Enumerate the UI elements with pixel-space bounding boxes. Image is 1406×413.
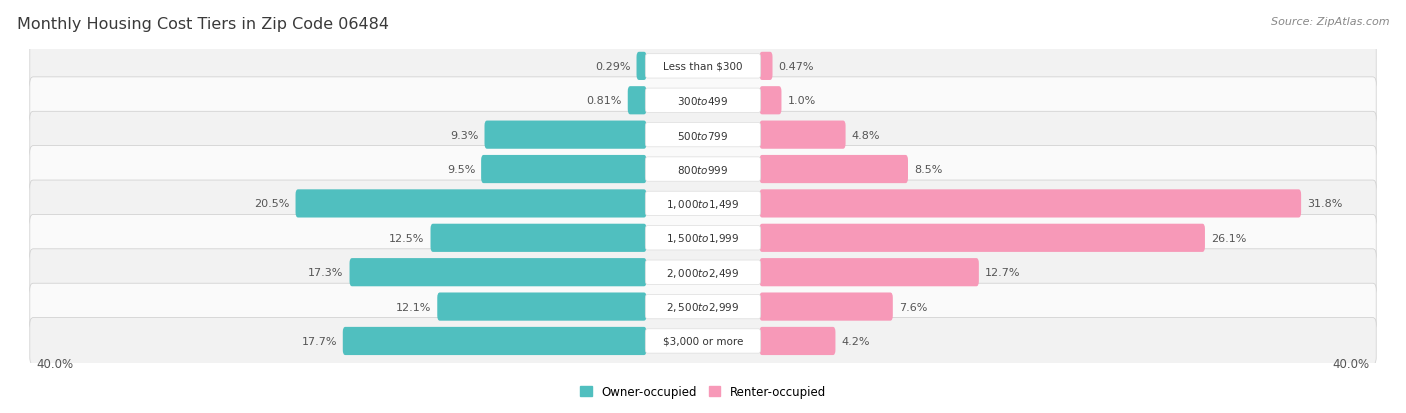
Text: 40.0%: 40.0% bbox=[1333, 357, 1369, 370]
FancyBboxPatch shape bbox=[430, 224, 647, 252]
Text: $3,000 or more: $3,000 or more bbox=[662, 336, 744, 346]
FancyBboxPatch shape bbox=[759, 87, 782, 115]
FancyBboxPatch shape bbox=[759, 259, 979, 287]
Text: $2,000 to $2,499: $2,000 to $2,499 bbox=[666, 266, 740, 279]
FancyBboxPatch shape bbox=[637, 52, 647, 81]
FancyBboxPatch shape bbox=[30, 78, 1376, 124]
FancyBboxPatch shape bbox=[645, 260, 761, 285]
FancyBboxPatch shape bbox=[759, 52, 772, 81]
Text: 1.0%: 1.0% bbox=[787, 96, 815, 106]
FancyBboxPatch shape bbox=[645, 123, 761, 147]
FancyBboxPatch shape bbox=[343, 327, 647, 355]
Text: 0.81%: 0.81% bbox=[586, 96, 621, 106]
FancyBboxPatch shape bbox=[30, 43, 1376, 90]
FancyBboxPatch shape bbox=[481, 156, 647, 184]
Text: Source: ZipAtlas.com: Source: ZipAtlas.com bbox=[1271, 17, 1389, 26]
Text: 12.7%: 12.7% bbox=[984, 268, 1021, 278]
Text: 9.5%: 9.5% bbox=[447, 165, 475, 175]
FancyBboxPatch shape bbox=[645, 329, 761, 353]
Text: 17.7%: 17.7% bbox=[301, 336, 337, 346]
Text: 4.8%: 4.8% bbox=[852, 131, 880, 140]
Text: $1,500 to $1,999: $1,500 to $1,999 bbox=[666, 232, 740, 245]
Text: $500 to $799: $500 to $799 bbox=[678, 129, 728, 141]
FancyBboxPatch shape bbox=[759, 121, 845, 150]
Text: 9.3%: 9.3% bbox=[450, 131, 478, 140]
FancyBboxPatch shape bbox=[759, 190, 1301, 218]
FancyBboxPatch shape bbox=[645, 295, 761, 319]
Text: $800 to $999: $800 to $999 bbox=[678, 164, 728, 176]
Text: 12.1%: 12.1% bbox=[396, 302, 432, 312]
Legend: Owner-occupied, Renter-occupied: Owner-occupied, Renter-occupied bbox=[579, 385, 827, 399]
FancyBboxPatch shape bbox=[30, 318, 1376, 364]
Text: $1,000 to $1,499: $1,000 to $1,499 bbox=[666, 197, 740, 210]
FancyBboxPatch shape bbox=[30, 146, 1376, 193]
FancyBboxPatch shape bbox=[485, 121, 647, 150]
Text: $2,500 to $2,999: $2,500 to $2,999 bbox=[666, 300, 740, 313]
FancyBboxPatch shape bbox=[645, 192, 761, 216]
Text: 8.5%: 8.5% bbox=[914, 165, 942, 175]
Text: 4.2%: 4.2% bbox=[841, 336, 870, 346]
Text: 0.29%: 0.29% bbox=[595, 62, 631, 72]
FancyBboxPatch shape bbox=[759, 156, 908, 184]
FancyBboxPatch shape bbox=[645, 55, 761, 79]
FancyBboxPatch shape bbox=[645, 157, 761, 182]
FancyBboxPatch shape bbox=[437, 293, 647, 321]
FancyBboxPatch shape bbox=[627, 87, 647, 115]
FancyBboxPatch shape bbox=[759, 327, 835, 355]
Text: 17.3%: 17.3% bbox=[308, 268, 343, 278]
Text: 26.1%: 26.1% bbox=[1211, 233, 1246, 243]
Text: Less than $300: Less than $300 bbox=[664, 62, 742, 72]
FancyBboxPatch shape bbox=[30, 249, 1376, 296]
Text: 40.0%: 40.0% bbox=[37, 357, 73, 370]
FancyBboxPatch shape bbox=[295, 190, 647, 218]
Text: 31.8%: 31.8% bbox=[1308, 199, 1343, 209]
Text: 7.6%: 7.6% bbox=[898, 302, 927, 312]
Text: 0.47%: 0.47% bbox=[779, 62, 814, 72]
FancyBboxPatch shape bbox=[30, 112, 1376, 159]
FancyBboxPatch shape bbox=[759, 293, 893, 321]
Text: Monthly Housing Cost Tiers in Zip Code 06484: Monthly Housing Cost Tiers in Zip Code 0… bbox=[17, 17, 389, 31]
Text: 20.5%: 20.5% bbox=[254, 199, 290, 209]
Text: 12.5%: 12.5% bbox=[389, 233, 425, 243]
FancyBboxPatch shape bbox=[645, 226, 761, 250]
FancyBboxPatch shape bbox=[759, 224, 1205, 252]
Text: $300 to $499: $300 to $499 bbox=[678, 95, 728, 107]
FancyBboxPatch shape bbox=[645, 89, 761, 113]
FancyBboxPatch shape bbox=[30, 215, 1376, 261]
FancyBboxPatch shape bbox=[30, 283, 1376, 330]
FancyBboxPatch shape bbox=[30, 180, 1376, 227]
FancyBboxPatch shape bbox=[350, 259, 647, 287]
